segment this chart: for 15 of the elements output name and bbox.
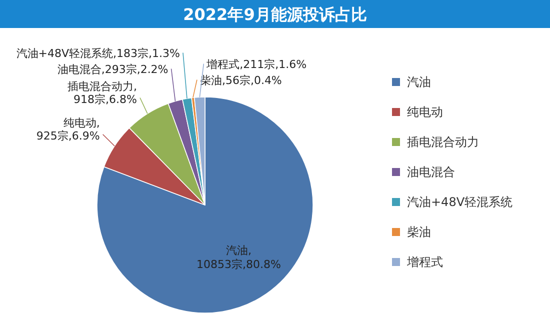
data-label: 汽油,10853宗,80.8%	[196, 244, 281, 271]
legend-label: 柴油	[407, 225, 431, 239]
legend-label: 汽油+48V轻混系统	[407, 195, 513, 209]
chart-title: 2022年9月能源投诉占比	[183, 5, 367, 24]
legend-label: 汽油	[407, 75, 431, 89]
legend-label: 油电混合	[407, 165, 455, 179]
data-label: 汽油+48V轻混系统,183宗,1.3%	[16, 46, 180, 60]
data-label: 油电混合,293宗,2.2%	[57, 62, 168, 76]
legend-label: 纯电动	[407, 105, 443, 119]
legend-label: 增程式	[406, 255, 443, 269]
data-label: 插电混合动力,918宗,6.8%	[67, 80, 137, 106]
data-label: 柴油,56宗,0.4%	[200, 74, 282, 87]
data-label: 增程式,211宗,1.6%	[206, 58, 307, 71]
legend-label: 插电混合动力	[407, 135, 479, 149]
data-label: 纯电动,925宗,6.9%	[36, 116, 100, 142]
